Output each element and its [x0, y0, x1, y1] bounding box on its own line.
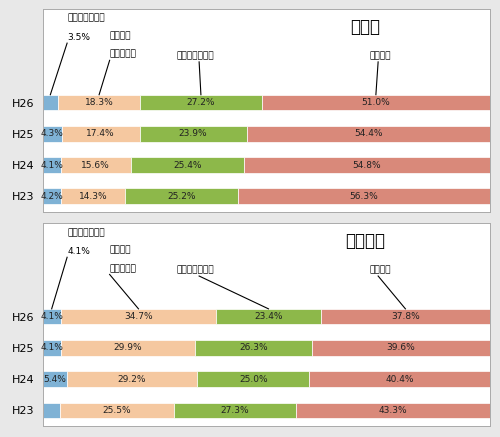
Text: よく知っている: よく知っている: [67, 228, 104, 237]
Text: 25.5%: 25.5%: [102, 406, 132, 415]
Text: 知らない: 知らない: [369, 51, 390, 60]
Text: 5.4%: 5.4%: [43, 375, 66, 384]
Text: 26.3%: 26.3%: [239, 343, 268, 352]
Bar: [42, 371, 66, 387]
Text: 知らない: 知らない: [369, 265, 390, 274]
Text: 4.1%: 4.1%: [67, 247, 90, 256]
Text: 25.4%: 25.4%: [173, 160, 202, 170]
Bar: [238, 188, 490, 204]
Text: 29.2%: 29.2%: [118, 375, 146, 384]
Bar: [62, 188, 126, 204]
Bar: [216, 309, 321, 324]
Text: 51.0%: 51.0%: [362, 98, 390, 107]
Bar: [42, 157, 61, 173]
Text: 4.3%: 4.3%: [40, 129, 64, 138]
Text: あまり知らない: あまり知らない: [177, 51, 214, 60]
Bar: [61, 157, 130, 173]
Text: 25.0%: 25.0%: [239, 375, 268, 384]
Bar: [296, 402, 490, 418]
Bar: [61, 340, 194, 356]
Bar: [42, 402, 60, 418]
Text: 無延滞者: 無延滞者: [344, 232, 385, 250]
Text: 43.3%: 43.3%: [379, 406, 408, 415]
Text: 4.2%: 4.2%: [40, 192, 64, 201]
Bar: [174, 402, 296, 418]
Bar: [66, 371, 198, 387]
Bar: [42, 309, 61, 324]
Text: 3.5%: 3.5%: [67, 33, 90, 42]
Bar: [140, 95, 262, 111]
Text: よく知っている: よく知っている: [67, 14, 104, 23]
Text: 4.1%: 4.1%: [40, 312, 63, 321]
Text: 37.8%: 37.8%: [391, 312, 420, 321]
Text: 39.6%: 39.6%: [386, 343, 416, 352]
Bar: [58, 95, 140, 111]
Bar: [262, 95, 490, 111]
Bar: [321, 309, 490, 324]
Text: 27.3%: 27.3%: [221, 406, 250, 415]
Text: 知っている: 知っている: [110, 50, 136, 59]
Text: 27.2%: 27.2%: [186, 98, 215, 107]
Bar: [140, 126, 246, 142]
Text: だいたい: だいたい: [110, 245, 131, 254]
Bar: [312, 340, 490, 356]
Text: 25.2%: 25.2%: [168, 192, 196, 201]
Text: 40.4%: 40.4%: [386, 375, 414, 384]
Text: 29.9%: 29.9%: [114, 343, 142, 352]
Text: 14.3%: 14.3%: [79, 192, 108, 201]
Bar: [130, 157, 244, 173]
Text: 17.4%: 17.4%: [86, 129, 115, 138]
Bar: [309, 371, 490, 387]
Bar: [42, 126, 62, 142]
Text: だいたい: だいたい: [110, 31, 131, 40]
Text: 15.6%: 15.6%: [82, 160, 110, 170]
Bar: [126, 188, 238, 204]
Text: 56.3%: 56.3%: [350, 192, 378, 201]
Bar: [62, 126, 140, 142]
Bar: [60, 402, 174, 418]
Text: 4.1%: 4.1%: [40, 343, 63, 352]
Bar: [42, 95, 58, 111]
Text: 23.4%: 23.4%: [254, 312, 282, 321]
Text: 4.1%: 4.1%: [40, 160, 63, 170]
Bar: [244, 157, 490, 173]
Text: 知っている: 知っている: [110, 264, 136, 273]
Text: 34.7%: 34.7%: [124, 312, 153, 321]
Bar: [246, 126, 490, 142]
Text: 23.9%: 23.9%: [179, 129, 208, 138]
Text: あまり知らない: あまり知らない: [177, 265, 214, 274]
Text: 18.3%: 18.3%: [84, 98, 114, 107]
Bar: [194, 340, 312, 356]
Text: 54.4%: 54.4%: [354, 129, 382, 138]
Bar: [42, 340, 61, 356]
Text: 54.8%: 54.8%: [352, 160, 382, 170]
Bar: [198, 371, 309, 387]
Bar: [61, 309, 216, 324]
Text: 延滞者: 延滞者: [350, 18, 380, 36]
Bar: [42, 188, 62, 204]
